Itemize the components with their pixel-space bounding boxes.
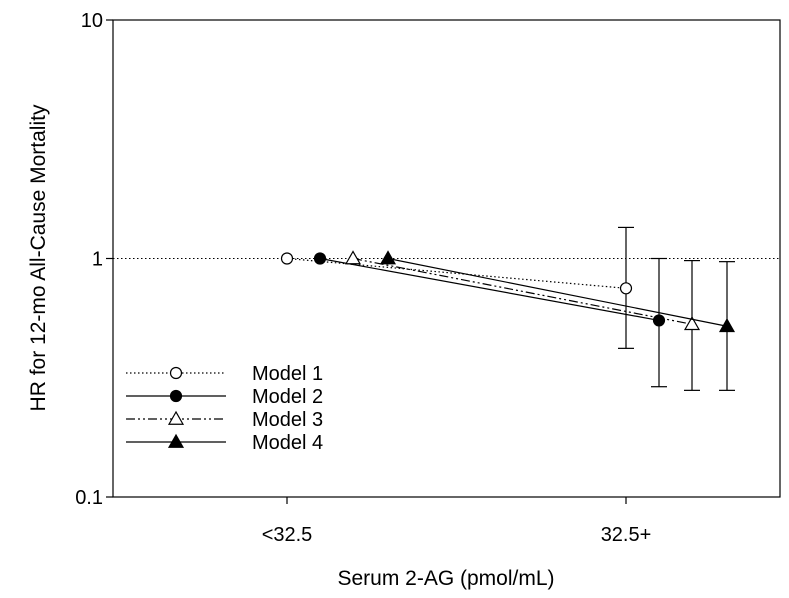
x-tick-label: 32.5+ [601, 524, 652, 546]
series-1 [280, 226, 634, 349]
legend-label: Model 3 [252, 409, 323, 431]
data-point [683, 316, 701, 331]
data-point [619, 282, 633, 295]
x-tick-label: <32.5 [262, 524, 313, 546]
legend-marker [169, 366, 183, 380]
data-point [718, 318, 736, 333]
series-line [319, 257, 660, 322]
data-point [652, 314, 666, 327]
legend-label: Model 4 [252, 432, 323, 454]
data-point [313, 252, 327, 265]
series-layer [280, 226, 736, 391]
data-point [280, 252, 294, 265]
data-point [379, 250, 397, 265]
x-ticks: <32.5 32.5+ [262, 497, 652, 546]
legend-marker [167, 410, 185, 425]
series-4 [379, 250, 736, 391]
legend-label: Model 2 [252, 386, 323, 408]
series-line [352, 257, 693, 325]
y-tick-label: 10 [81, 10, 103, 32]
series-2 [313, 252, 667, 388]
x-axis-title: Serum 2-AG (pmol/mL) [337, 567, 554, 590]
y-ticks: 0.1 1 10 [75, 10, 113, 509]
legend-label: Model 1 [252, 363, 323, 385]
y-axis-title: HR for 12-mo All-Cause Mortality [27, 104, 50, 411]
series-3 [344, 250, 701, 391]
series-line [286, 257, 627, 289]
legend-marker [169, 389, 183, 403]
y-tick-label: 1 [92, 249, 103, 271]
legend-marker [167, 433, 185, 448]
data-point [344, 250, 362, 265]
y-tick-label: 0.1 [75, 487, 103, 509]
series-line [387, 257, 728, 327]
